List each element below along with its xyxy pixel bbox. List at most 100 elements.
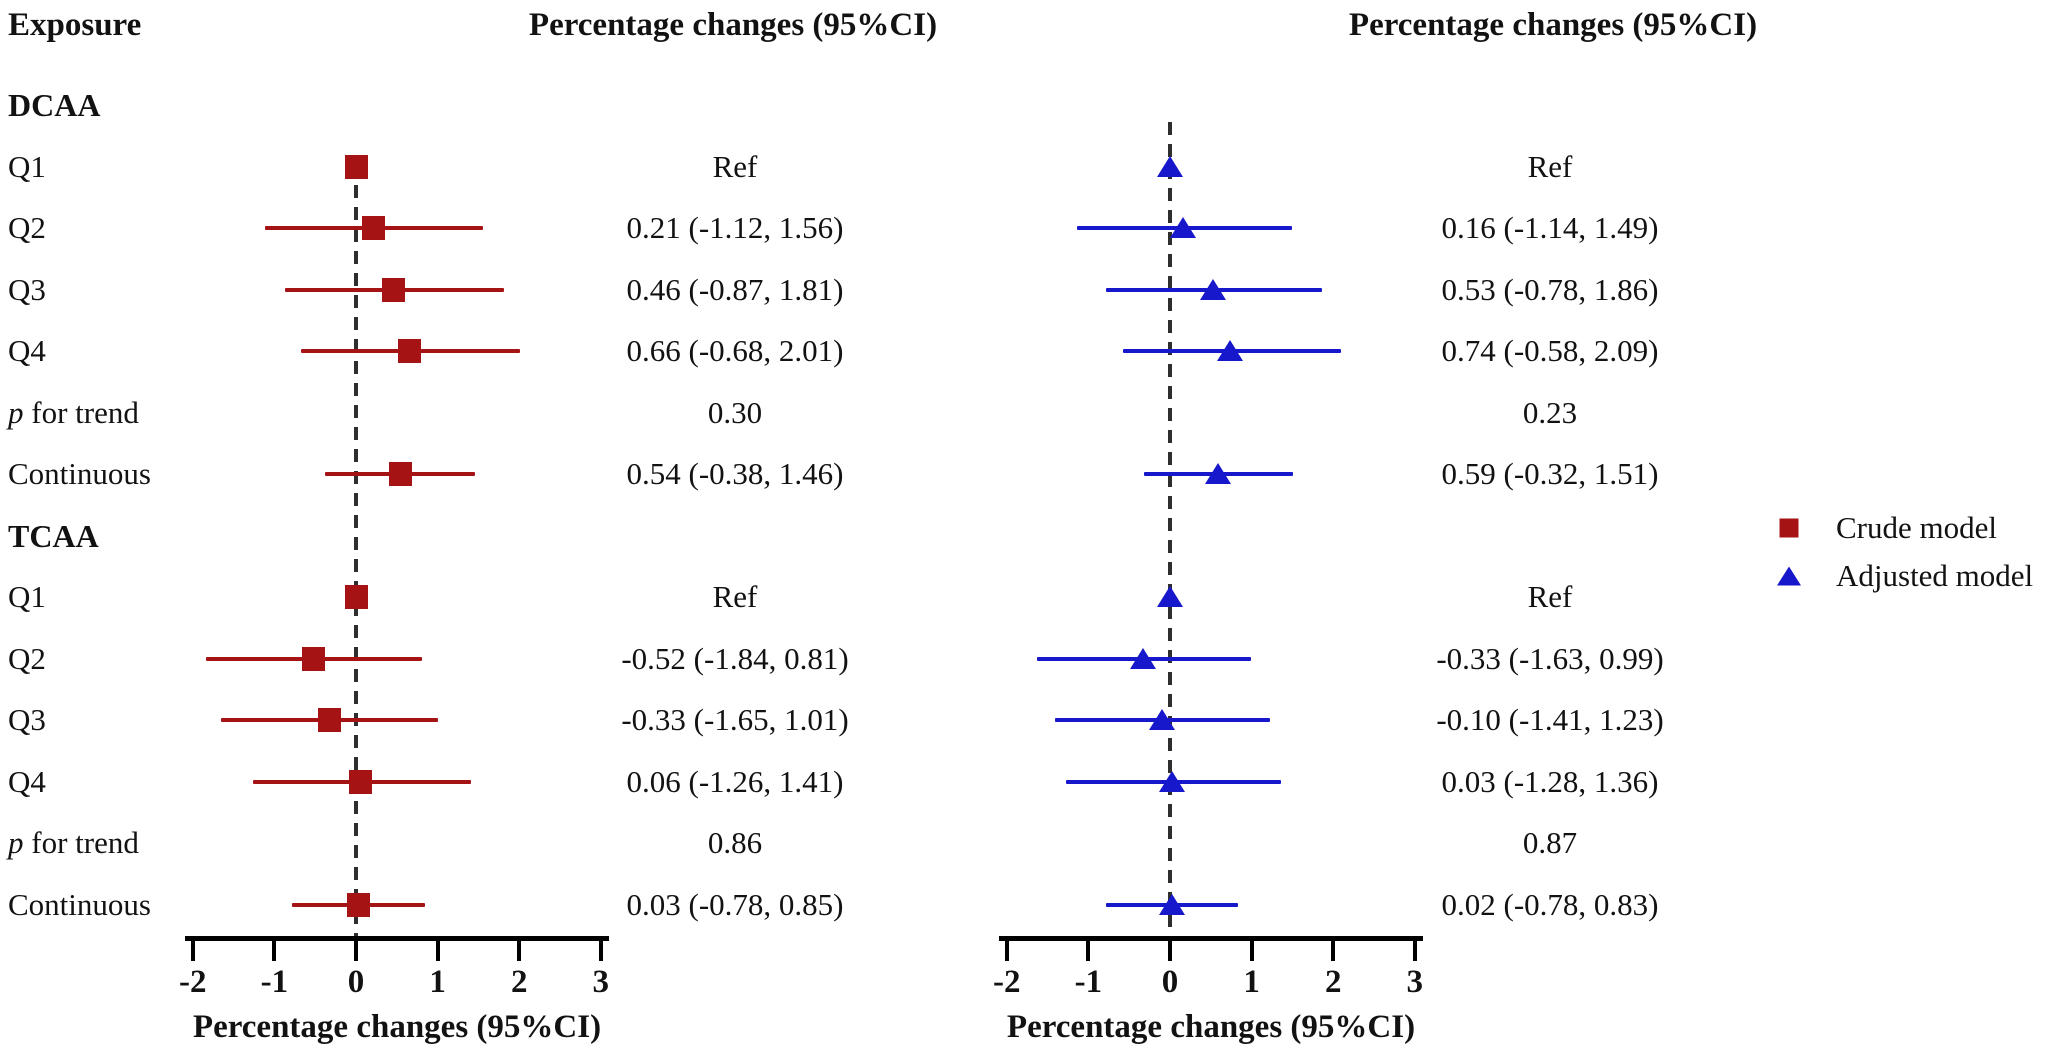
crude-square-marker	[346, 892, 370, 917]
right-axis-title: Percentage changes (95%CI)	[1006, 1009, 1416, 1045]
estimate-text-crude: 0.86	[707, 825, 763, 860]
x-axis-tick	[1331, 936, 1336, 961]
left-panel-title: Percentage changes (95%CI)	[528, 7, 938, 43]
estimate-text-crude: 0.06 (-1.26, 1.41)	[626, 763, 844, 799]
crude-square-marker	[344, 585, 368, 609]
estimate-text-crude: -0.33 (-1.65, 1.01)	[621, 702, 849, 737]
crude-square-marker	[349, 769, 373, 794]
legend-label-crude: Crude model	[1836, 510, 1997, 545]
estimate-text-adjusted: 0.53 (-0.78, 1.86)	[1441, 271, 1659, 307]
x-axis-tick	[354, 936, 358, 961]
estimate-text-crude: Ref	[712, 579, 758, 614]
italic-p-label-part: p	[8, 825, 24, 860]
row-label: Continuous	[8, 886, 151, 922]
row-label: Q2	[8, 210, 46, 245]
crude-square-marker	[302, 646, 326, 671]
crude-square-marker	[361, 216, 385, 240]
estimate-text-adjusted: Ref	[1527, 148, 1573, 184]
adjusted-triangle-marker	[1200, 278, 1227, 300]
row-label: Q2	[8, 640, 46, 676]
estimate-text-adjusted: 0.87	[1522, 825, 1578, 860]
estimate-text-crude: 0.30	[707, 394, 763, 430]
x-axis-tick	[1004, 936, 1009, 961]
group-header-label: DCAA	[8, 87, 101, 123]
right-panel-title: Percentage changes (95%CI)	[1348, 7, 1758, 43]
x-axis-tick	[190, 936, 195, 961]
estimate-text-adjusted: 0.16 (-1.14, 1.49)	[1441, 210, 1659, 245]
x-axis-tick-label: 1	[429, 964, 446, 1000]
x-axis-tick-label: 1	[1243, 964, 1260, 1000]
adjusted-triangle-marker	[1170, 217, 1197, 238]
crude-square-marker	[388, 462, 412, 486]
crude-model-square-icon	[1779, 518, 1799, 538]
label-part: for trend	[23, 825, 139, 860]
adjusted-triangle-marker	[1217, 340, 1244, 361]
row-label: Q3	[8, 702, 46, 737]
estimate-text-crude: 0.03 (-0.78, 0.85)	[626, 886, 844, 922]
x-axis-tick-label: -1	[1074, 964, 1103, 1000]
crude-square-marker	[317, 708, 341, 732]
estimate-text-adjusted: -0.10 (-1.41, 1.23)	[1436, 702, 1664, 737]
group-header-label: TCAA	[8, 517, 99, 554]
estimate-text-adjusted: -0.33 (-1.63, 0.99)	[1436, 640, 1664, 676]
adjusted-triangle-marker	[1157, 586, 1183, 607]
x-axis-tick-label: 0	[1161, 964, 1179, 1000]
x-axis-tick-label: -2	[993, 964, 1021, 1000]
crude-square-marker	[398, 339, 422, 363]
adjusted-triangle-marker	[1157, 155, 1183, 177]
estimate-text-adjusted: 0.74 (-0.58, 2.09)	[1441, 333, 1659, 368]
zero-reference-dashed-line-adjusted	[1168, 122, 1172, 936]
estimate-text-adjusted: 0.03 (-1.28, 1.36)	[1441, 763, 1659, 799]
legend-label-adjusted: Adjusted model	[1836, 558, 2034, 593]
exposure-column-header: Exposure	[8, 7, 142, 43]
estimate-text-crude: Ref	[712, 148, 758, 184]
adjusted-model-triangle-icon	[1777, 566, 1801, 586]
x-axis-tick-label: 0	[347, 964, 365, 1000]
x-axis-tick	[435, 936, 440, 961]
x-axis-line-adjusted	[998, 936, 1423, 941]
estimate-text-adjusted: 0.02 (-0.78, 0.83)	[1441, 886, 1659, 922]
x-axis-tick	[1168, 936, 1172, 961]
estimate-text-adjusted: 0.59 (-0.32, 1.51)	[1441, 456, 1659, 491]
adjusted-triangle-marker	[1205, 463, 1232, 484]
row-label: Q4	[8, 763, 46, 799]
estimate-text-crude: 0.21 (-1.12, 1.56)	[626, 210, 844, 245]
adjusted-triangle-marker	[1130, 647, 1157, 669]
estimate-text-crude: -0.52 (-1.84, 0.81)	[621, 640, 849, 676]
adjusted-triangle-marker	[1148, 709, 1175, 730]
row-label: Q1	[8, 579, 46, 614]
row-label: Continuous	[8, 456, 151, 491]
x-axis-tick	[1412, 936, 1417, 961]
x-axis-tick	[272, 936, 277, 961]
x-axis-tick	[1249, 936, 1254, 961]
crude-square-marker	[344, 154, 368, 179]
row-label: Q4	[8, 333, 46, 368]
estimate-text-adjusted: 0.23	[1522, 394, 1578, 430]
estimate-text-crude: 0.66 (-0.68, 2.01)	[626, 333, 844, 368]
italic-p-label-part: p	[8, 394, 24, 430]
left-axis-title: Percentage changes (95%CI)	[192, 1009, 602, 1045]
x-axis-line-crude	[184, 936, 609, 941]
adjusted-triangle-marker	[1159, 770, 1186, 792]
x-axis-tick-label: 2	[1324, 964, 1342, 1000]
label-part: for trend	[23, 394, 139, 430]
x-axis-tick-label: 2	[510, 964, 528, 1000]
x-axis-tick	[598, 936, 603, 961]
x-axis-tick-label: 3	[1406, 964, 1424, 1000]
row-label: Q1	[8, 148, 46, 184]
row-label: p for trend	[8, 825, 139, 861]
x-axis-tick-label: -2	[179, 964, 207, 1000]
adjusted-triangle-marker	[1158, 893, 1185, 915]
x-axis-tick-label: -1	[260, 964, 289, 1000]
x-axis-tick	[1086, 936, 1091, 961]
row-label: Q3	[8, 271, 46, 307]
estimate-text-crude: 0.46 (-0.87, 1.81)	[626, 271, 844, 307]
estimate-text-adjusted: Ref	[1527, 579, 1573, 614]
estimate-text-crude: 0.54 (-0.38, 1.46)	[626, 456, 844, 491]
row-label: p for trend	[8, 395, 139, 431]
crude-square-marker	[382, 277, 406, 302]
x-axis-tick	[517, 936, 522, 961]
zero-reference-dashed-line-crude	[354, 163, 358, 936]
x-axis-tick-label: 3	[592, 964, 610, 1000]
